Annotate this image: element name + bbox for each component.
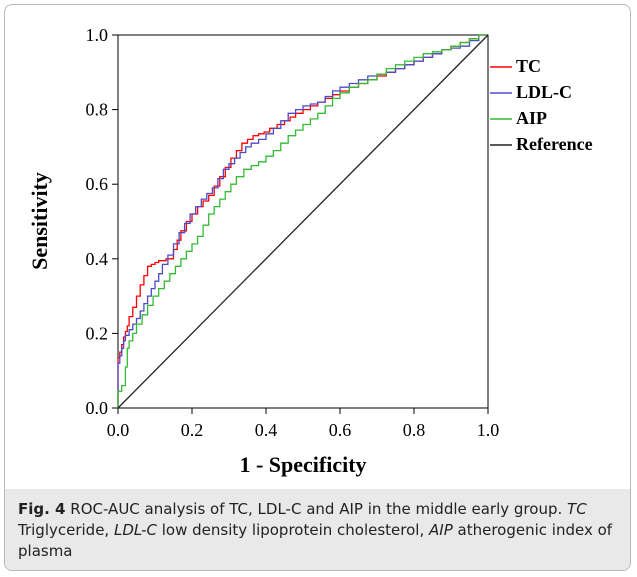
abbr-ldl: LDL-C <box>113 521 157 539</box>
y-tick-label: 0.6 <box>86 174 109 194</box>
legend-label: TC <box>516 56 541 76</box>
x-tick-label: 0.4 <box>255 420 278 440</box>
legend-label: Reference <box>516 134 593 154</box>
y-tick-label: 0.8 <box>86 100 109 120</box>
series-group <box>117 34 489 409</box>
caption-background <box>5 489 630 570</box>
abbr-tc: TC <box>567 500 587 518</box>
y-tick-label: 1.0 <box>86 25 109 45</box>
figure-frame <box>4 4 631 571</box>
def-tc: Triglyceride, <box>18 521 110 539</box>
series-line-aip <box>117 34 488 408</box>
def-aip: atherogenic index of plasma <box>18 521 613 560</box>
y-tick-label: 0.4 <box>86 249 109 269</box>
series-line-ldl-c <box>117 34 488 408</box>
legend-label: LDL-C <box>516 82 572 102</box>
legend: TC LDL-C AIP Reference <box>490 56 593 154</box>
def-ldl: low density lipoprotein cholesterol, <box>161 521 425 539</box>
roc-chart: 0.0 0.2 0.4 0.6 0.8 1.0 0.0 0.2 0.4 0.6 0.8 1.0 TC… <box>27 25 593 477</box>
figure-label: Fig. 4 <box>18 500 66 518</box>
y-tick-label: 0.2 <box>86 323 109 343</box>
x-axis-ticks: 0.0 0.2 0.4 0.6 0.8 1.0 <box>107 408 500 440</box>
y-axis-label: Sensitivity <box>27 172 52 270</box>
series-line-reference <box>117 34 489 409</box>
y-tick-label: 0.0 <box>86 398 109 418</box>
x-axis-label: 1 - Specificity <box>239 452 366 477</box>
x-tick-label: 1.0 <box>477 420 500 440</box>
x-tick-label: 0.0 <box>107 420 130 440</box>
figure-caption: Fig. 4 ROC-AUC analysis of TC, LDL-C and… <box>18 499 618 562</box>
plot-area-border <box>117 34 489 409</box>
x-tick-label: 0.2 <box>181 420 204 440</box>
legend-label: AIP <box>516 108 547 128</box>
caption-intro: ROC-AUC analysis of TC, LDL-C and AIP in… <box>70 500 563 518</box>
x-tick-label: 0.6 <box>329 420 352 440</box>
x-tick-label: 0.8 <box>403 420 426 440</box>
y-axis-ticks: 0.0 0.2 0.4 0.6 0.8 1.0 <box>86 25 118 418</box>
abbr-aip: AIP <box>429 521 453 539</box>
